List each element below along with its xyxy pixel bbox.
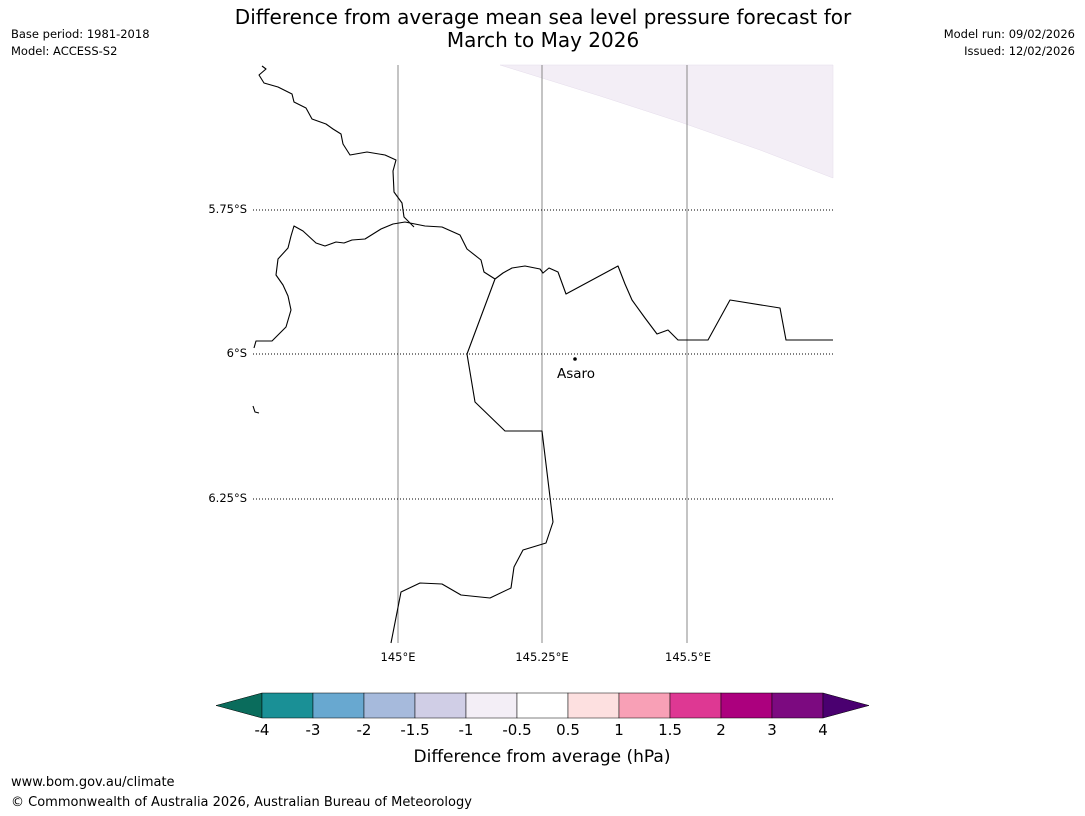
colorbar-tick-7: 1 <box>614 721 624 739</box>
colorbar-under-arrow <box>215 692 263 719</box>
colorbar-bin-3 <box>414 692 467 719</box>
boundary-central <box>253 221 833 349</box>
colorbar-tick-1: -3 <box>306 721 321 739</box>
model-name: Model: ACCESS-S2 <box>11 44 118 58</box>
boundary-north <box>258 65 415 228</box>
colorbar: -4 -3 -2 -1.5 -1 -0.5 0.5 1 1.5 2 3 4 Difference fr… <box>215 692 870 767</box>
lon-label-145: 145°E <box>381 650 416 664</box>
asaro-label: Asaro <box>557 366 595 382</box>
colorbar-tick-4: -1 <box>459 721 474 739</box>
lon-label-145-25: 145.25°E <box>515 650 568 664</box>
parallel-gridlines <box>253 209 833 500</box>
colorbar-tick-11: 4 <box>818 721 828 739</box>
colorbar-bin-10 <box>771 692 824 719</box>
province-boundaries <box>252 65 833 644</box>
lon-label-145-5: 145.5°E <box>665 650 711 664</box>
footer-copyright: © Commonwealth of Australia 2026, Austra… <box>11 795 472 810</box>
colorbar-over-arrow <box>822 692 870 719</box>
colorbar-bin-1 <box>312 692 365 719</box>
colorbar-bin-9 <box>720 692 773 719</box>
colorbar-tick-3: -1.5 <box>400 721 429 739</box>
base-period: Base period: 1981-2018 <box>11 27 150 41</box>
colorbar-bin-8 <box>669 692 722 719</box>
footer-url: www.bom.gov.au/climate <box>11 775 175 790</box>
colorbar-tick-5: -0.5 <box>502 721 531 739</box>
issued-date: Issued: 12/02/2026 <box>964 44 1075 58</box>
colorbar-bin-7 <box>618 692 671 719</box>
colorbar-tick-10: 3 <box>767 721 777 739</box>
title-line-2: March to May 2026 <box>446 28 640 52</box>
colorbar-tick-9: 2 <box>716 721 726 739</box>
boundary-fragment <box>252 405 260 414</box>
colorbar-bin-4 <box>465 692 518 719</box>
colorbar-bin-0 <box>261 692 314 719</box>
colorbar-label: Difference from average (hPa) <box>414 747 671 767</box>
colorbar-bin-5 <box>516 692 569 719</box>
pressure-anomaly-shading <box>499 64 834 179</box>
header-left-info: Base period: 1981-2018 Model: ACCESS-S2 <box>11 26 150 60</box>
map-title: Difference from average mean sea level p… <box>143 6 943 52</box>
colorbar-bin-2 <box>363 692 416 719</box>
colorbar-tick-8: 1.5 <box>658 721 682 739</box>
lat-label-6: 6°S <box>227 346 247 360</box>
colorbar-tick-2: -2 <box>357 721 372 739</box>
asaro-marker <box>573 357 577 361</box>
model-run: Model run: 09/02/2026 <box>943 27 1075 41</box>
colorbar-tick-0: -4 <box>255 721 270 739</box>
title-line-1: Difference from average mean sea level p… <box>234 5 852 29</box>
header-right-info: Model run: 09/02/2026 Issued: 12/02/2026 <box>944 26 1075 60</box>
colorbar-tick-6: 0.5 <box>556 721 580 739</box>
colorbar-bin-6 <box>567 692 620 719</box>
lat-label-5-75: 5.75°S <box>208 202 247 216</box>
boundary-asaro-district <box>390 278 554 644</box>
lat-label-6-25: 6.25°S <box>208 491 247 505</box>
